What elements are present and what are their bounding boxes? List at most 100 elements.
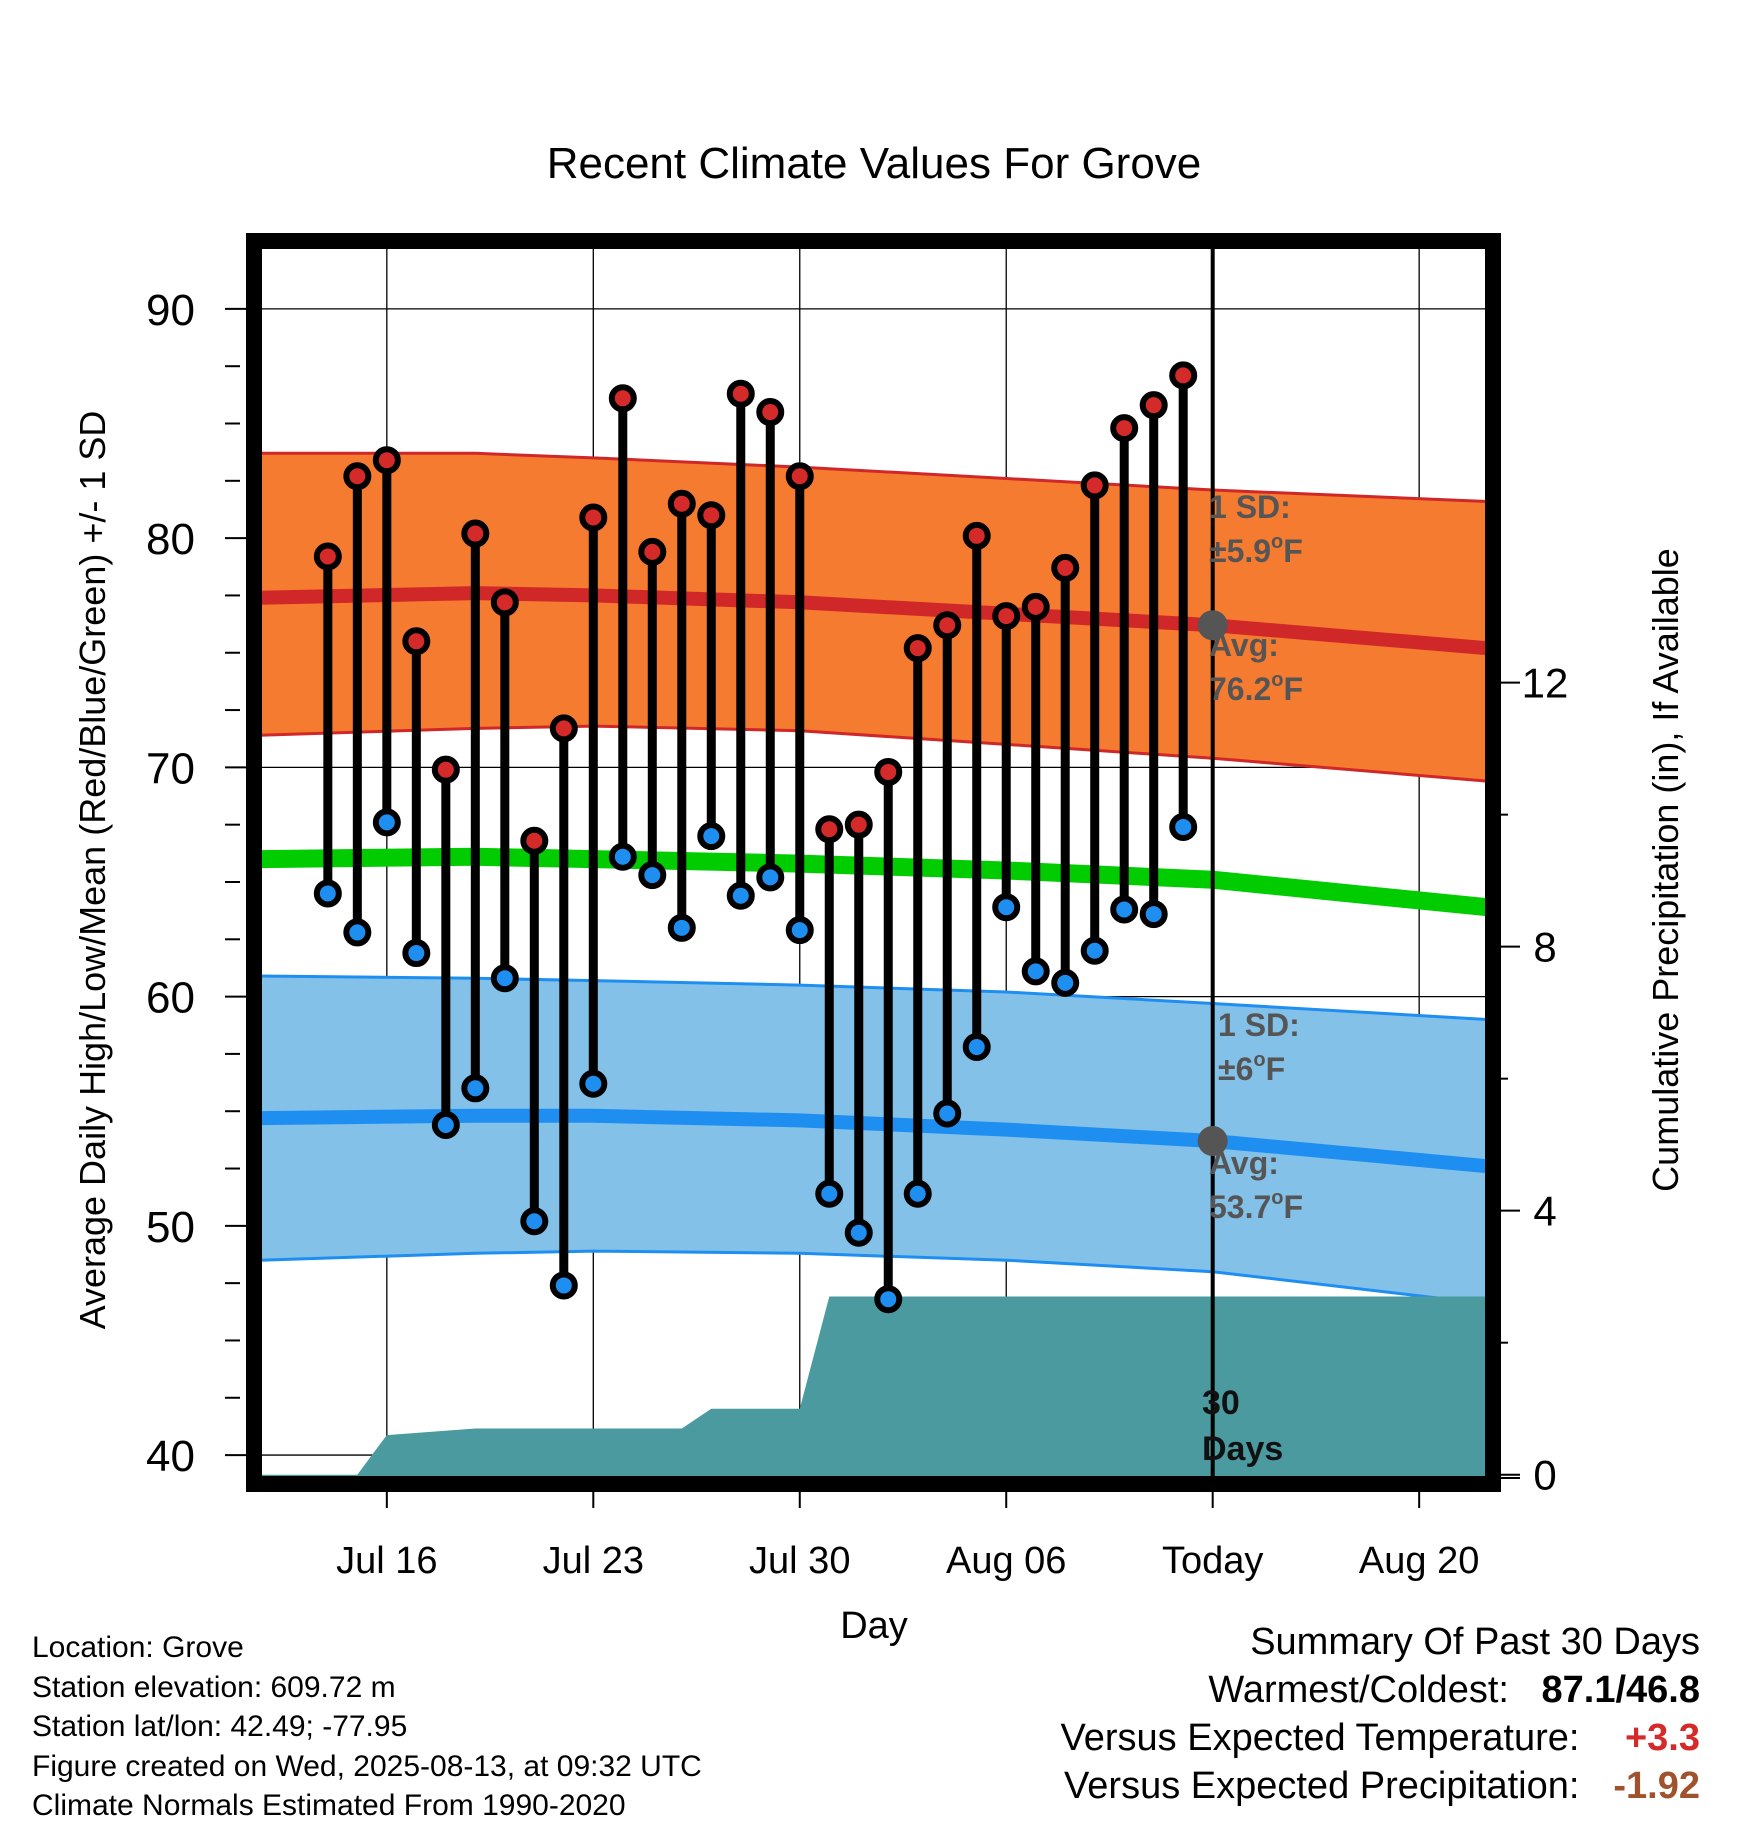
low-point: [1169, 812, 1198, 841]
low-sd-value: ±6oF: [1218, 1049, 1285, 1087]
elevation-text: Station elevation: 609.72 m: [32, 1670, 396, 1704]
low-point: [549, 1271, 578, 1300]
low-avg-label: Avg:: [1209, 1145, 1279, 1181]
high-point: [726, 379, 755, 408]
low-point: [1021, 957, 1050, 986]
low-point: [667, 913, 696, 942]
low-point: [874, 1285, 903, 1314]
summary-precip: Versus Expected Precipitation: -1.92: [1061, 1762, 1700, 1810]
axes: 40 50 60 70 80 90 0 4 8 12 Jul 16 Jul 23 Jul 30 Aug 0…: [146, 286, 1568, 1582]
high-avg-label: Avg:: [1209, 627, 1279, 663]
window-unit: Days: [1202, 1430, 1283, 1468]
high-point: [1021, 592, 1050, 621]
x-tick-label: Aug 06: [946, 1540, 1066, 1582]
high-avg-annotation: Avg: 76.2oF: [1209, 627, 1303, 707]
summary-warm-cold: Warmest/Coldest: 87.1/46.8: [1061, 1666, 1700, 1714]
low-point: [431, 1110, 460, 1139]
high-point: [933, 611, 962, 640]
high-sd-value: ±5.9oF: [1209, 531, 1303, 569]
low-point: [1110, 895, 1139, 924]
high-sd-label: 1 SD:: [1209, 489, 1291, 525]
warm-cold-label: Warmest/Coldest:: [1208, 1669, 1509, 1711]
high-point: [1110, 414, 1139, 443]
x-tick-label: Jul 16: [336, 1540, 437, 1582]
created-text: Figure created on Wed, 2025-08-13, at 09…: [32, 1749, 702, 1783]
location-text: Location: Grove: [32, 1631, 244, 1664]
high-sd-annotation: 1 SD: ±5.9oF: [1209, 489, 1303, 569]
high-point: [874, 757, 903, 786]
plot-border: [246, 233, 1501, 1492]
low-sd-label: 1 SD:: [1218, 1007, 1300, 1043]
y2-tick-label: 4: [1533, 1188, 1556, 1235]
high-avg-value: 76.2oF: [1209, 669, 1303, 707]
y2-tick-label: 12: [1522, 660, 1569, 707]
high-point: [461, 519, 490, 548]
low-point: [608, 842, 637, 871]
y2-tick-label: 8: [1533, 924, 1556, 971]
high-point: [756, 398, 785, 427]
high-point: [431, 755, 460, 784]
high-point: [372, 446, 401, 475]
low-point: [1139, 900, 1168, 929]
high-point: [844, 810, 873, 839]
high-point: [1169, 361, 1198, 390]
station-info: Location: Grove Station elevation: 609.7…: [32, 1628, 702, 1826]
high-point: [490, 588, 519, 617]
precipitation-area: [260, 1296, 1487, 1478]
normals-text: Climate Normals Estimated From 1990-2020: [32, 1789, 626, 1822]
today-high-avg-marker: [1197, 610, 1228, 641]
window-number: 30: [1202, 1384, 1240, 1422]
low-point: [313, 879, 342, 908]
y-tick-label: 80: [146, 515, 195, 564]
precip-label: Versus Expected Precipitation:: [1064, 1765, 1580, 1807]
summary-panel: Summary Of Past 30 Days Warmest/Coldest:…: [1061, 1618, 1700, 1810]
low-point: [1080, 936, 1109, 965]
precip-area: [260, 1296, 1487, 1478]
low-point: [844, 1218, 873, 1247]
high-point: [962, 521, 991, 550]
x-axis-label: Day: [840, 1605, 908, 1647]
low-point: [726, 881, 755, 910]
high-point: [520, 826, 549, 855]
high-point: [667, 489, 696, 518]
precip-value: -1.92: [1613, 1765, 1700, 1807]
x-tick-label: Aug 20: [1359, 1540, 1479, 1582]
y-axis-label: Average Daily High/Low/Mean (Red/Blue/Gr…: [72, 411, 113, 1330]
x-tick-label: Jul 30: [749, 1540, 850, 1582]
high-point: [785, 462, 814, 491]
summary-temp: Versus Expected Temperature: +3.3: [1061, 1714, 1700, 1762]
high-point: [815, 815, 844, 844]
y2-tick-label: 0: [1533, 1452, 1556, 1499]
low-point: [697, 822, 726, 851]
daily-points: [313, 361, 1228, 1314]
low-avg-value: 53.7oF: [1209, 1187, 1303, 1225]
low-point: [1051, 968, 1080, 997]
high-point: [402, 627, 431, 656]
high-point: [992, 602, 1021, 631]
y-tick-label: 90: [146, 286, 195, 335]
latlon-text: Station lat/lon: 42.49; -77.95: [32, 1710, 408, 1743]
high-point: [1051, 553, 1080, 582]
low-point: [933, 1099, 962, 1128]
window-annotation: 30 Days: [1202, 1384, 1283, 1468]
y-tick-label: 50: [146, 1203, 195, 1252]
low-point: [756, 863, 785, 892]
low-point: [520, 1207, 549, 1236]
low-point: [992, 893, 1021, 922]
summary-title: Summary Of Past 30 Days: [1250, 1621, 1700, 1663]
low-sd-annotation: 1 SD: ±6oF: [1218, 1007, 1300, 1087]
low-point: [461, 1074, 490, 1103]
chart-title: Recent Climate Values For Grove: [547, 139, 1202, 188]
low-point: [343, 918, 372, 947]
high-point: [343, 462, 372, 491]
high-point: [1139, 391, 1168, 420]
high-point: [1080, 471, 1109, 500]
plot-frame: [246, 233, 1501, 1492]
low-point: [372, 808, 401, 837]
today-low-avg-marker: [1197, 1126, 1228, 1157]
warm-cold-value: 87.1/46.8: [1541, 1669, 1700, 1711]
low-point: [903, 1179, 932, 1208]
high-point: [638, 537, 667, 566]
low-point: [579, 1069, 608, 1098]
